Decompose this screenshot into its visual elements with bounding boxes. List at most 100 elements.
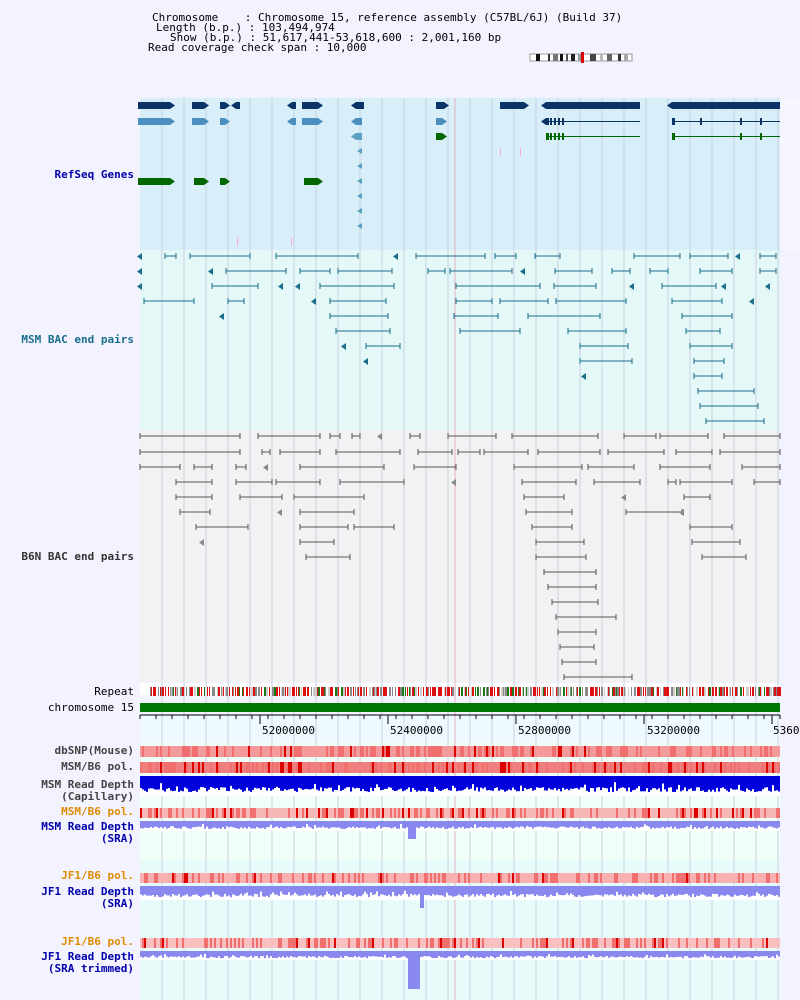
depth-bar bbox=[326, 886, 328, 892]
depth-bar bbox=[496, 951, 498, 958]
jf1-b6-pol-label[interactable]: JF1/B6 pol. bbox=[61, 869, 134, 882]
repeat-element bbox=[547, 687, 548, 696]
refseq-genes-label[interactable]: RefSeq Genes bbox=[54, 168, 134, 181]
depth-bar bbox=[736, 951, 738, 959]
pol-strip-cell bbox=[338, 762, 340, 773]
pol-strip-cell bbox=[342, 746, 344, 757]
pol-strip-cell bbox=[610, 938, 612, 948]
depth-bar bbox=[304, 821, 306, 828]
depth-bar bbox=[526, 776, 528, 790]
repeat-element bbox=[308, 687, 309, 696]
pol-strip-cell bbox=[744, 762, 746, 773]
pol-strip-cell bbox=[492, 808, 494, 818]
depth-bar bbox=[666, 951, 668, 955]
depth-bar bbox=[604, 951, 606, 957]
depth-bar bbox=[550, 821, 552, 828]
pol-strip-cell bbox=[528, 873, 530, 883]
pol-strip-cell bbox=[184, 746, 186, 757]
depth-bar bbox=[480, 776, 482, 788]
pol-strip-cell bbox=[324, 762, 326, 773]
depth-bar bbox=[778, 951, 780, 957]
pol-strip-cell bbox=[598, 808, 600, 818]
jf1-b6-pol-trimmed-label[interactable]: JF1/B6 pol. bbox=[61, 935, 134, 948]
show-range-info: Show (b.p.) : 51,617,441-53,618,600 : 2,… bbox=[170, 31, 502, 44]
pol-strip-cell bbox=[476, 938, 478, 948]
depth-bar bbox=[700, 776, 702, 792]
pol-strip-cell bbox=[244, 808, 246, 818]
depth-bar bbox=[354, 951, 356, 956]
jf1-read-depth-sra-label[interactable]: JF1 Read Depth (SRA) bbox=[41, 885, 134, 910]
msm-b6-pol-sra-label[interactable]: MSM/B6 pol. bbox=[61, 805, 134, 818]
repeat-element bbox=[617, 687, 619, 696]
depth-bar bbox=[296, 776, 298, 792]
repeat-element bbox=[226, 687, 227, 696]
pol-strip-cell bbox=[158, 938, 160, 948]
depth-bar bbox=[714, 821, 716, 829]
repeat-element bbox=[761, 687, 762, 696]
pol-strip-cell bbox=[220, 873, 222, 883]
msm-read-depth-capillary-label[interactable]: MSM Read Depth (Capillary) bbox=[41, 778, 134, 803]
depth-bar bbox=[778, 776, 780, 792]
repeat-element bbox=[410, 687, 411, 696]
pol-strip-cell bbox=[190, 746, 192, 757]
pol-strip-cell bbox=[492, 938, 494, 948]
depth-bar bbox=[212, 886, 214, 892]
depth-bar bbox=[556, 951, 558, 958]
depth-bar bbox=[284, 951, 286, 958]
msm-b6-pol-label[interactable]: MSM/B6 pol. bbox=[61, 760, 134, 773]
pol-strip-cell bbox=[462, 808, 464, 818]
pol-strip-cell bbox=[726, 808, 728, 818]
depth-bar bbox=[544, 886, 546, 895]
repeat-element bbox=[492, 687, 493, 696]
depth-bar bbox=[160, 776, 162, 784]
pol-strip-cell bbox=[700, 746, 702, 757]
depth-bar bbox=[296, 951, 298, 958]
jf1-read-depth-trimmed-label[interactable]: JF1 Read Depth (SRA trimmed) bbox=[41, 950, 134, 975]
pol-strip-cell bbox=[396, 938, 398, 948]
depth-bar bbox=[246, 951, 248, 958]
repeat-element bbox=[335, 687, 337, 696]
pol-strip-cell bbox=[746, 938, 748, 948]
depth-bar bbox=[620, 776, 622, 788]
depth-bar bbox=[482, 886, 484, 896]
pol-strip-cell bbox=[738, 938, 740, 948]
repeat-element bbox=[746, 687, 747, 696]
depth-bar bbox=[304, 951, 306, 957]
gene-exon bbox=[562, 118, 564, 125]
depth-bar bbox=[228, 776, 230, 792]
msm-bac-label[interactable]: MSM BAC end pairs bbox=[21, 333, 134, 346]
depth-bar bbox=[526, 821, 528, 827]
pol-strip-cell bbox=[624, 873, 626, 883]
pol-strip-cell bbox=[764, 873, 766, 883]
pol-strip-cell bbox=[266, 873, 268, 883]
dbsnp-label[interactable]: dbSNP(Mouse) bbox=[54, 744, 134, 757]
depth-bar bbox=[390, 821, 392, 829]
pol-strip-cell bbox=[188, 808, 190, 818]
repeat-element bbox=[261, 687, 262, 696]
depth-bar bbox=[322, 821, 324, 827]
depth-bar bbox=[670, 951, 672, 957]
pol-strip-cell bbox=[678, 808, 680, 818]
pol-strip-cell bbox=[640, 873, 642, 883]
depth-bar bbox=[644, 776, 646, 792]
depth-bar bbox=[250, 776, 252, 792]
ideogram-band bbox=[624, 54, 628, 61]
pol-strip-cell bbox=[192, 762, 194, 773]
depth-bar bbox=[310, 886, 312, 896]
msm-read-depth-sra-label[interactable]: MSM Read Depth (SRA) bbox=[41, 820, 134, 845]
depth-bar bbox=[728, 821, 730, 829]
depth-bar bbox=[412, 886, 414, 896]
repeat-element bbox=[253, 687, 255, 696]
pol-strip-cell bbox=[150, 746, 152, 757]
pol-strip-cell bbox=[214, 762, 216, 773]
pol-strip-cell bbox=[174, 873, 176, 883]
depth-bar bbox=[278, 776, 280, 788]
b6n-bac-label[interactable]: B6N BAC end pairs bbox=[21, 550, 134, 563]
gene-exon bbox=[672, 118, 675, 125]
depth-bar bbox=[332, 776, 334, 792]
repeat-element bbox=[176, 687, 177, 696]
depth-bar bbox=[324, 886, 326, 895]
pol-strip-cell bbox=[566, 762, 568, 773]
pol-strip-cell bbox=[466, 746, 468, 757]
